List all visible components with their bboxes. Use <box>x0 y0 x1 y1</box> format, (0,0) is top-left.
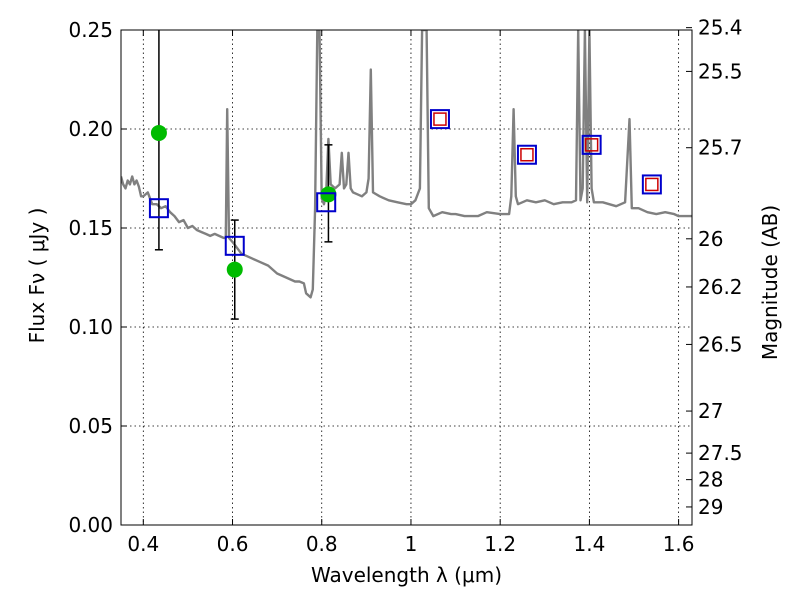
y2-tick-label: 26.5 <box>698 332 743 356</box>
y2-axis: 25.4 25.5 25.7 26 26.2 26.5 27 27.5 28 29 <box>686 16 743 519</box>
y2-tick-label: 25.4 <box>698 16 743 40</box>
model-square-red <box>433 112 447 126</box>
observed-point <box>320 186 337 203</box>
model-square <box>316 192 337 213</box>
y-axis-title: Flux Fν ( μJy ) <box>25 208 49 344</box>
y-axis: 0.00 0.05 0.10 0.15 0.20 0.25 <box>68 18 127 537</box>
grid <box>121 30 692 525</box>
x-tick-label: 1.4 <box>573 532 605 556</box>
model-square <box>641 174 662 195</box>
y-tick-label: 0.20 <box>68 117 113 141</box>
y2-tick-label: 27 <box>698 399 723 423</box>
y-tick-label: 0.10 <box>68 315 113 339</box>
y2-tick-label: 27.5 <box>698 441 743 465</box>
x-tick-label: 1.6 <box>663 532 695 556</box>
y-tick-label: 0.00 <box>68 513 113 537</box>
observed-point <box>150 124 167 141</box>
x-tick-label: 1.2 <box>484 532 516 556</box>
y2-axis-title: Magnitude (AB) <box>758 205 782 360</box>
y2-tick-label: 25.7 <box>698 136 743 160</box>
model-square <box>148 198 169 219</box>
x-axis-title: Wavelength λ (μm) <box>311 563 502 587</box>
y2-tick-label: 25.5 <box>698 59 743 83</box>
model-square <box>516 144 537 165</box>
y2-tick-label: 26.2 <box>698 275 743 299</box>
observed-point <box>226 261 243 278</box>
spectrum-line <box>121 30 692 299</box>
x-tick-label: 0.6 <box>217 532 249 556</box>
y-tick-label: 0.05 <box>68 414 113 438</box>
x-tick-label: 0.4 <box>127 532 159 556</box>
model-square-red <box>645 177 659 192</box>
y2-tick-label: 29 <box>698 495 723 519</box>
x-tick-label: 1 <box>405 532 418 556</box>
x-axis: 0.4 0.6 0.8 1 1.2 1.4 1.6 <box>127 30 695 556</box>
y2-tick-label: 26 <box>698 227 723 251</box>
x-tick-label: 0.8 <box>306 532 338 556</box>
plot-area <box>121 30 692 320</box>
model-square-red <box>520 147 534 162</box>
model-square <box>429 109 450 130</box>
model-square <box>224 235 245 256</box>
y-tick-label: 0.15 <box>68 216 113 240</box>
plot-frame <box>120 29 693 526</box>
model-square-red <box>584 138 599 152</box>
model-square <box>581 134 602 155</box>
y-tick-label: 0.25 <box>68 18 113 42</box>
y2-tick-label: 28 <box>698 468 723 492</box>
